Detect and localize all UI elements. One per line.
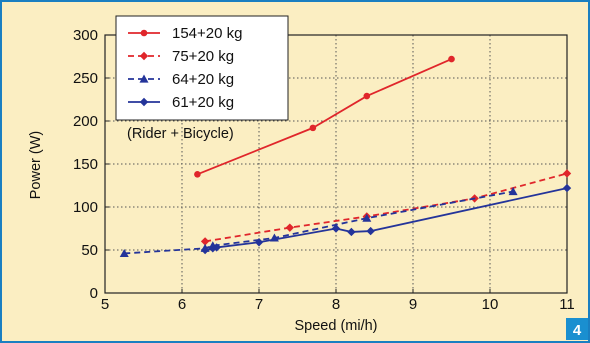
data-point <box>285 223 294 232</box>
data-point <box>448 55 455 63</box>
data-point <box>562 169 572 178</box>
data-point <box>508 187 518 196</box>
series-line <box>124 190 514 255</box>
data-point <box>362 213 372 222</box>
data-point <box>212 243 221 252</box>
data-point <box>331 224 341 233</box>
series-lines <box>119 55 572 258</box>
y-tick-label: 100 <box>73 199 98 216</box>
legend-entry-label: 61+20 kg <box>172 94 234 111</box>
y-tick-label: 250 <box>73 70 98 87</box>
y-tick-label: 300 <box>73 27 98 44</box>
data-point <box>309 124 317 132</box>
tick-labels: 5 6 7 8 9 10 11 0 50 100 150 200 250 300 <box>73 27 575 313</box>
y-tick-label: 150 <box>73 156 98 173</box>
series-4 <box>200 183 572 255</box>
data-point <box>363 92 371 100</box>
series-line <box>197 58 452 176</box>
panel-number-text: 4 <box>573 322 582 339</box>
x-tick-label: 7 <box>255 296 263 313</box>
x-tick-label: 5 <box>101 296 109 313</box>
series-3 <box>119 187 518 258</box>
series-1 <box>194 55 455 178</box>
grid-lines <box>105 35 567 293</box>
legend-entry-label: 75+20 kg <box>172 48 234 65</box>
y-axis-label: Power (W) <box>28 131 44 199</box>
y-tick-label: 0 <box>90 285 98 302</box>
legend-swatch-marker <box>139 51 149 61</box>
axes <box>104 34 568 294</box>
x-tick-label: 11 <box>559 296 575 313</box>
annotation-text: (Rider + Bicycle) <box>127 126 234 142</box>
legend: 154+20 kg 75+20 kg 64+20 kg 61+20 kg <box>115 15 289 121</box>
x-tick-label: 9 <box>409 296 417 313</box>
x-tick-label: 10 <box>482 296 499 313</box>
data-point <box>562 183 572 193</box>
x-tick-label: 6 <box>178 296 186 313</box>
data-point <box>347 227 356 237</box>
data-point <box>200 245 210 255</box>
data-point <box>119 248 129 258</box>
y-tick-label: 50 <box>81 242 98 259</box>
data-point <box>366 226 375 236</box>
legend-entry-label: 64+20 kg <box>172 71 234 88</box>
data-point <box>254 238 264 247</box>
legend-swatch-marker <box>139 74 149 83</box>
x-axis-label: Speed (mi/h) <box>294 318 377 334</box>
y-tick-label: 200 <box>73 113 98 130</box>
x-tick-label: 8 <box>332 296 340 313</box>
panel-number-badge <box>566 318 588 340</box>
data-point <box>194 171 201 178</box>
legend-entry-label: 154+20 kg <box>172 25 242 42</box>
legend-swatch-marker <box>139 97 149 107</box>
legend-swatch-marker <box>140 29 148 37</box>
data-point <box>200 237 210 246</box>
